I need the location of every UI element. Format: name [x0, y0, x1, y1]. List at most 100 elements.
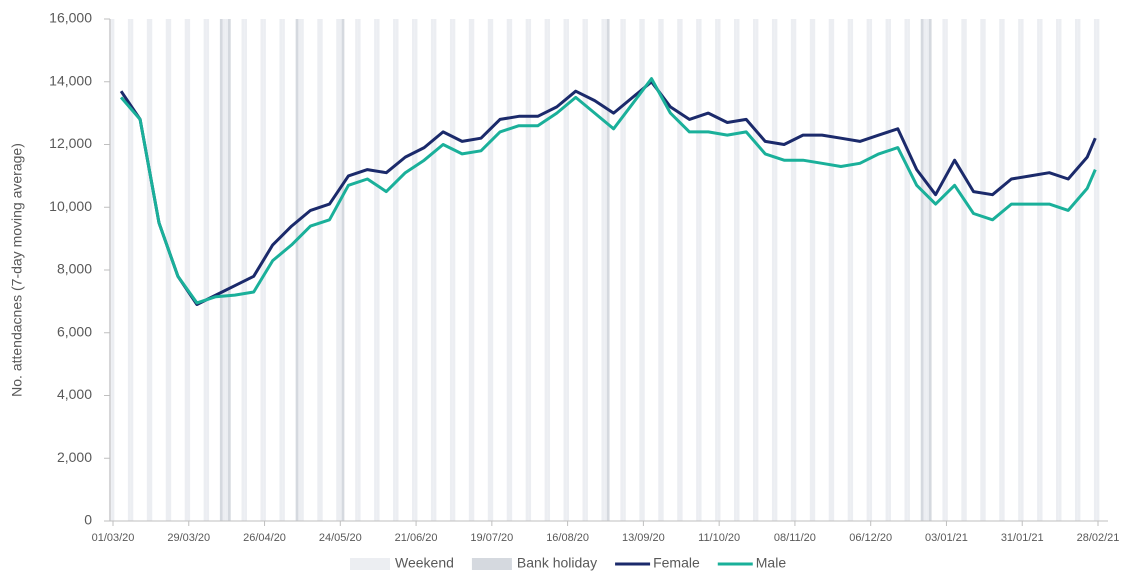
weekend-band — [888, 19, 891, 521]
weekend-band — [449, 19, 453, 521]
weekend-band — [282, 19, 285, 521]
weekend-band — [525, 19, 529, 521]
weekend-band — [866, 19, 870, 521]
legend-label: Bank holiday — [517, 555, 597, 571]
y-tick-label: 12,000 — [49, 135, 92, 151]
weekend-band — [111, 19, 115, 521]
x-tick-label: 06/12/20 — [849, 532, 892, 544]
weekend-band — [1039, 19, 1043, 521]
weekend-band — [715, 19, 718, 521]
y-tick-label: 10,000 — [49, 198, 92, 214]
series-line — [119, 80, 1097, 306]
y-tick-label: 4,000 — [57, 386, 92, 402]
weekend-band — [452, 19, 456, 521]
weekend-band — [260, 19, 264, 521]
x-tick-label: 13/09/20 — [622, 532, 665, 544]
bank-holiday-band — [228, 19, 231, 521]
weekend-band — [961, 19, 965, 521]
weekend-band — [165, 19, 169, 521]
weekend-band — [660, 19, 664, 521]
weekend-band — [1018, 19, 1021, 521]
weekend-band — [812, 19, 816, 521]
weekend-band — [831, 19, 835, 521]
weekend-band — [244, 19, 247, 521]
x-tick-label: 26/04/20 — [243, 532, 286, 544]
weekend-band — [1093, 19, 1097, 521]
bank-holiday-band — [606, 19, 610, 521]
weekend-band — [736, 19, 740, 521]
weekend-band — [509, 19, 513, 521]
weekend-band — [301, 19, 304, 521]
weekend-band — [376, 19, 380, 521]
weekend-band — [658, 19, 661, 521]
weekend-band — [320, 19, 323, 521]
weekend-band — [184, 19, 188, 521]
y-tick-label: 16,000 — [49, 10, 92, 26]
weekend-band — [982, 19, 986, 521]
x-tick-label: 21/06/20 — [395, 532, 438, 544]
weekend-band — [241, 19, 245, 521]
weekend-band — [698, 19, 702, 521]
weekend-band — [374, 19, 377, 521]
y-tick-label: 8,000 — [57, 261, 92, 277]
weekend-band — [490, 19, 494, 521]
weekend-band — [566, 19, 569, 521]
weekend-band — [620, 19, 624, 521]
weekend-band — [885, 19, 889, 521]
y-tick-label: 2,000 — [57, 449, 92, 465]
weekend-band — [279, 19, 283, 521]
weekend-band — [604, 19, 607, 521]
weekend-band — [850, 19, 854, 521]
weekend-band — [942, 19, 946, 521]
x-tick-label: 19/07/20 — [470, 532, 513, 544]
weekend-band — [338, 19, 342, 521]
weekend-band — [964, 19, 967, 521]
x-tick-label: 11/10/20 — [698, 532, 740, 544]
weekend-band — [677, 19, 680, 521]
weekend-band — [847, 19, 851, 521]
weekend-band — [222, 19, 226, 521]
x-tick-label: 29/03/20 — [167, 532, 210, 544]
shading-layer — [108, 19, 1100, 521]
weekend-band — [774, 19, 778, 521]
weekend-band — [168, 19, 172, 521]
bank-holiday-band — [928, 19, 932, 521]
x-tick-label: 28/02/21 — [1077, 532, 1120, 544]
weekend-band — [999, 19, 1002, 521]
legend-swatch — [350, 558, 390, 570]
weekend-band — [357, 19, 361, 521]
y-tick-label: 6,000 — [57, 323, 92, 339]
weekend-band — [923, 19, 927, 521]
weekend-band — [355, 19, 358, 521]
weekend-band — [869, 19, 873, 521]
weekend-band — [790, 19, 794, 521]
weekend-band — [679, 19, 683, 521]
weekend-band — [412, 19, 415, 521]
weekend-band — [623, 19, 626, 521]
weekend-band — [642, 19, 645, 521]
weekend-band — [752, 19, 756, 521]
weekend-band — [547, 19, 551, 521]
weekend-band — [146, 19, 150, 521]
bank-holiday-band — [341, 19, 345, 521]
weekend-band — [395, 19, 399, 521]
legend-label: Male — [756, 555, 787, 571]
weekend-band — [828, 19, 832, 521]
weekend-band — [1037, 19, 1040, 521]
x-tick-label: 08/11/20 — [774, 532, 816, 544]
weekend-band — [130, 19, 134, 521]
series-line — [119, 77, 1097, 305]
bank-holiday-band — [219, 19, 223, 521]
weekend-band — [980, 19, 983, 521]
weekend-band — [506, 19, 510, 521]
bank-holiday-band — [920, 19, 924, 521]
legend-swatch — [471, 558, 512, 570]
weekend-band — [544, 19, 548, 521]
weekend-band — [601, 19, 605, 521]
x-tick-label: 16/08/20 — [546, 532, 589, 544]
weekend-band — [755, 19, 759, 521]
weekend-band — [225, 19, 229, 521]
weekend-band — [696, 19, 699, 521]
weekend-band — [127, 19, 131, 521]
